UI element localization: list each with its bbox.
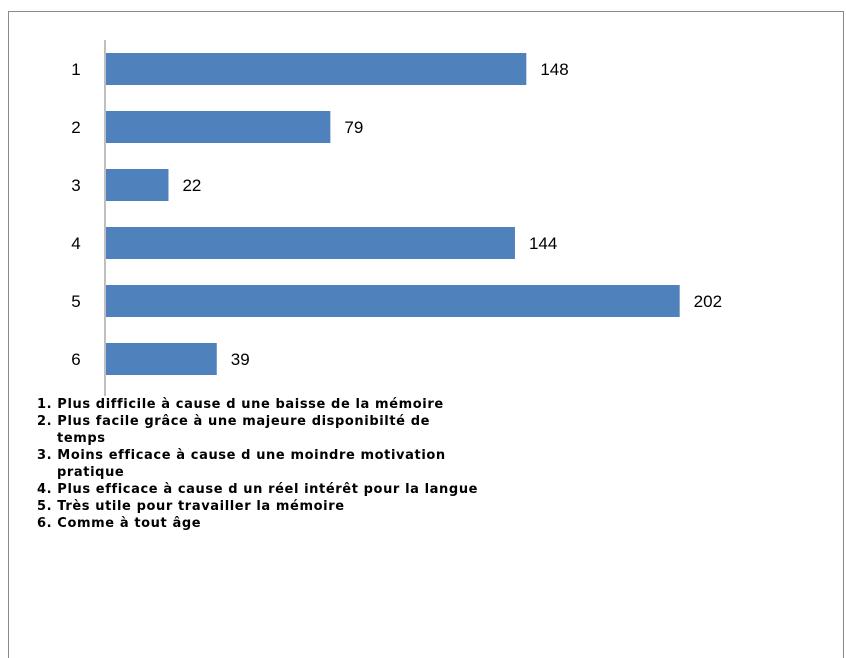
y-tick-label-1: 1 xyxy=(71,60,80,79)
y-tick-label-4: 4 xyxy=(71,234,80,253)
legend-item-1: 1. Plus difficile à cause d une baisse d… xyxy=(37,396,797,413)
bar-3 xyxy=(106,169,168,201)
data-label-2: 79 xyxy=(344,118,363,137)
data-label-4: 144 xyxy=(529,234,557,253)
bar-4 xyxy=(106,227,515,259)
legend-item-4: 4. Plus efficace à cause d un réel intér… xyxy=(37,481,797,498)
y-tick-label-2: 2 xyxy=(71,118,80,137)
chart-legend: 1. Plus difficile à cause d une baisse d… xyxy=(37,396,797,532)
data-label-1: 148 xyxy=(540,60,568,79)
data-label-5: 202 xyxy=(694,292,722,311)
bar-2 xyxy=(106,111,330,143)
y-tick-label-5: 5 xyxy=(71,292,80,311)
legend-item-6: 6. Comme à tout âge xyxy=(37,515,797,532)
legend-item-2-continuation: temps xyxy=(37,430,797,447)
legend-item-3-continuation: pratique xyxy=(37,464,797,481)
legend-item-5: 5. Très utile pour travailler la mémoire xyxy=(37,498,797,515)
bar-1 xyxy=(106,53,526,85)
legend-item-2: 2. Plus facile grâce à une majeure dispo… xyxy=(37,413,797,447)
y-tick-label-6: 6 xyxy=(71,350,80,369)
bar-6 xyxy=(106,343,217,375)
legend-item-3: 3. Moins efficace à cause d une moindre … xyxy=(37,447,797,481)
data-label-3: 22 xyxy=(182,176,201,195)
y-tick-label-3: 3 xyxy=(71,176,80,195)
bar-5 xyxy=(106,285,680,317)
data-label-6: 39 xyxy=(231,350,250,369)
